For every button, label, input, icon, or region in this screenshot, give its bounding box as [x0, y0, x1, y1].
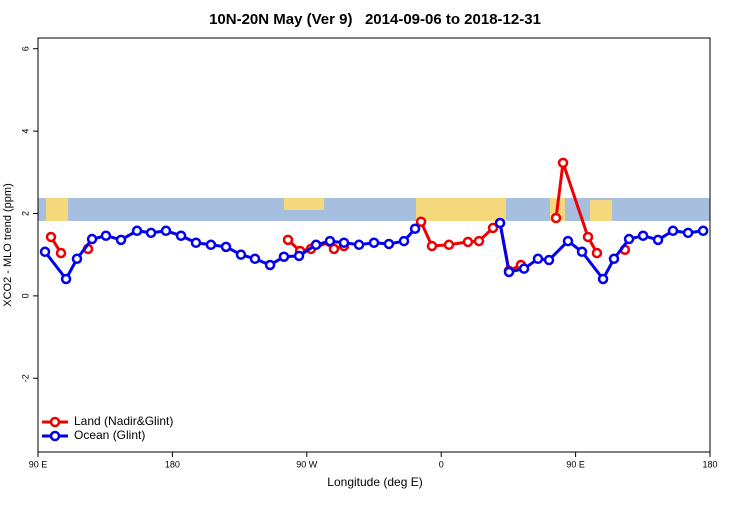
- y-tick-label: 6: [20, 46, 30, 51]
- data-point: [597, 273, 609, 285]
- data-point: [39, 246, 51, 258]
- data-point: [582, 231, 594, 243]
- land-patch: [416, 198, 506, 221]
- data-point: [487, 222, 499, 234]
- legend-label: Ocean (Glint): [74, 428, 145, 442]
- data-point: [282, 234, 294, 246]
- x-tick-label: 180: [165, 459, 180, 469]
- data-point: [278, 251, 290, 262]
- data-point: [557, 157, 569, 169]
- data-point: [249, 253, 261, 265]
- data-point: [235, 249, 247, 260]
- data-point: [623, 233, 635, 245]
- data-point: [60, 273, 72, 285]
- data-point: [652, 234, 664, 246]
- data-point: [462, 236, 474, 248]
- legend-label: Land (Nadir&Glint): [74, 414, 173, 428]
- data-point: [682, 227, 694, 239]
- chart-title: 10N-20N May (Ver 9) 2014-09-06 to 2018-1…: [209, 11, 541, 28]
- data-point: [550, 212, 562, 224]
- data-point: [71, 253, 83, 265]
- land-patch: [46, 198, 68, 221]
- data-point: [175, 230, 187, 241]
- data-point: [131, 225, 143, 237]
- data-point: [667, 225, 679, 237]
- data-point: [383, 238, 395, 250]
- series-line: [43, 222, 704, 281]
- x-tick-label: 180: [702, 459, 717, 469]
- data-point: [338, 237, 350, 248]
- x-tick-label: 90 E: [29, 459, 48, 469]
- data-point: [532, 253, 544, 265]
- data-point: [115, 234, 127, 246]
- data-point: [293, 250, 305, 262]
- legend-marker: [49, 430, 61, 442]
- data-point: [576, 246, 588, 258]
- data-point: [409, 223, 421, 234]
- land-patch: [590, 200, 612, 221]
- data-point: [637, 230, 649, 241]
- data-point: [45, 231, 57, 243]
- data-point: [190, 237, 202, 248]
- x-tick-label: 90 W: [296, 459, 318, 469]
- data-point: [353, 239, 365, 251]
- data-point: [145, 227, 157, 239]
- data-point: [591, 247, 603, 259]
- ocean-band: [38, 198, 710, 221]
- data-point: [443, 239, 455, 251]
- data-point: [562, 235, 574, 247]
- data-point: [608, 253, 620, 265]
- data-point: [398, 235, 410, 247]
- data-point: [415, 216, 427, 227]
- plot-frame: [37, 37, 711, 453]
- data-point: [220, 241, 232, 253]
- data-point: [264, 259, 276, 271]
- data-point: [100, 230, 112, 241]
- y-tick-label: 4: [20, 129, 30, 134]
- data-point: [86, 233, 98, 245]
- data-point: [518, 263, 530, 274]
- y-axis-title: XCO2 - MLO trend (ppm): [2, 183, 14, 306]
- data-point: [310, 239, 322, 251]
- x-axis-title: Longitude (deg E): [327, 475, 422, 489]
- data-point: [328, 243, 340, 255]
- data-point: [473, 235, 485, 247]
- data-point: [368, 237, 380, 248]
- data-point: [543, 254, 555, 266]
- data-point: [503, 266, 515, 278]
- data-point: [324, 235, 336, 247]
- data-point: [426, 240, 438, 252]
- legend-marker: [49, 416, 61, 428]
- data-point: [697, 225, 709, 237]
- data-point: [55, 247, 67, 259]
- y-tick-label: -2: [20, 374, 30, 382]
- data-point: [205, 239, 217, 251]
- x-tick-label: 90 E: [566, 459, 585, 469]
- x-tick-label: 0: [439, 459, 444, 469]
- map-band: [38, 198, 710, 221]
- data-point: [160, 225, 172, 237]
- land-patch: [284, 198, 324, 210]
- y-tick-label: 2: [20, 211, 30, 216]
- data-point: [494, 217, 506, 229]
- y-tick-label: 0: [20, 293, 30, 298]
